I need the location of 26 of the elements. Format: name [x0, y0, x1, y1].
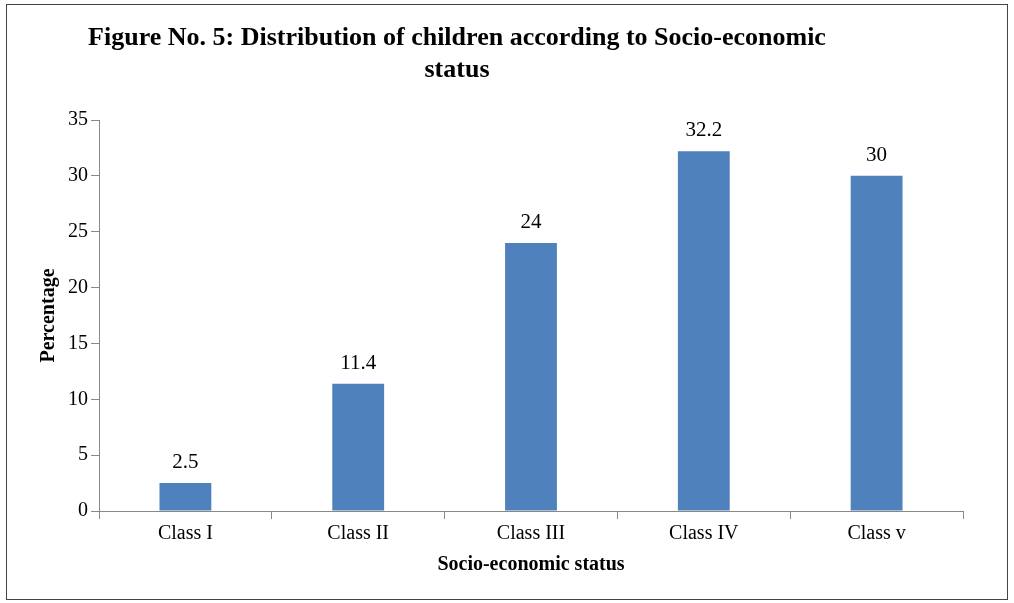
y-tick-label: 35 [68, 107, 88, 130]
x-tick-label: Class II [327, 521, 390, 544]
x-tick-label: Class I [157, 521, 213, 544]
x-tick-label: Class v [847, 521, 906, 544]
y-tick-label: 0 [78, 498, 88, 521]
bar [850, 175, 903, 511]
bar [677, 151, 730, 511]
y-tick-label: 15 [68, 330, 88, 353]
bar [159, 483, 212, 511]
chart-title: Figure No. 5: Distribution of children according to Socio-economic status [87, 21, 827, 85]
y-axis-title: Percentage [36, 268, 60, 363]
y-tick-label: 5 [78, 442, 88, 465]
data-label: 30 [866, 141, 888, 166]
y-tick-label: 20 [68, 274, 88, 297]
bar [332, 383, 385, 511]
data-label: 32.2 [685, 117, 723, 142]
data-label: 2.5 [172, 449, 199, 474]
data-label: 24 [520, 208, 542, 233]
y-tick-label: 10 [68, 386, 88, 409]
x-tick-label: Class III [496, 521, 566, 544]
x-axis-title: Socio-economic status [437, 552, 625, 575]
x-tick-label: Class IV [669, 521, 740, 544]
y-tick-label: 30 [68, 163, 88, 186]
bar [505, 242, 557, 511]
data-label: 11.4 [340, 349, 377, 374]
y-tick-label: 25 [68, 218, 88, 241]
